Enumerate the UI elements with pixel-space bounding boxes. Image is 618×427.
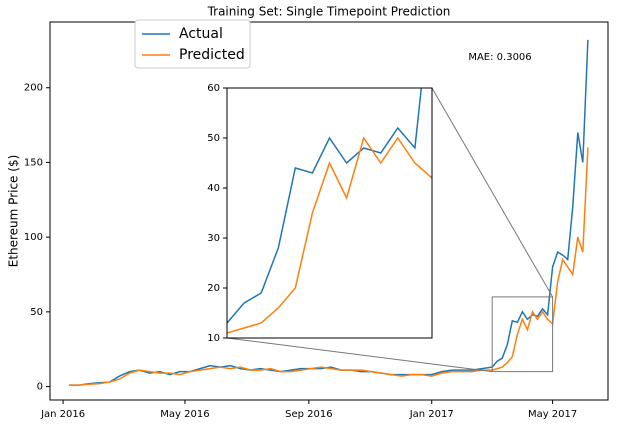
inset-frame [226, 87, 433, 339]
x-tick-label: Sep 2016 [285, 409, 332, 420]
series-group [69, 39, 589, 386]
x-tick-label: May 2017 [528, 409, 577, 420]
inset-bg [227, 88, 432, 338]
axes-frame [49, 21, 609, 401]
y-tick-label: 0 [37, 382, 43, 393]
y-tick-label: 200 [24, 83, 43, 94]
series-group [227, 88, 432, 334]
y-tick-label: 100 [24, 232, 43, 243]
chart-title: Training Set: Single Timepoint Predictio… [207, 5, 451, 19]
zoom-box [491, 296, 554, 373]
inset-y-tick-label: 40 [207, 183, 220, 194]
legend-box [134, 19, 251, 69]
legend-label: Actual [179, 26, 223, 42]
annotation: MAE: 0.3006 [468, 52, 531, 63]
connector [226, 337, 493, 373]
x-tick-label: May 2016 [160, 409, 209, 420]
series-line [69, 147, 589, 386]
inset-y-tick-label: 50 [207, 133, 220, 144]
y-tick-label: 50 [30, 307, 43, 318]
inset-y-tick-label: 60 [207, 83, 220, 94]
y-axis-label: Ethereum Price ($) [7, 155, 21, 268]
x-tick-label: Jan 2016 [40, 409, 85, 420]
inset-y-tick-label: 10 [207, 333, 220, 344]
y-tick-label: 150 [24, 157, 43, 168]
series-line [227, 88, 423, 324]
connector [431, 87, 554, 298]
x-tick-label: Jan 2017 [409, 409, 454, 420]
legend-label: Predicted [179, 47, 245, 63]
inset-y-tick-label: 30 [207, 233, 220, 244]
inset-y-tick-label: 20 [207, 283, 220, 294]
series-line [227, 136, 432, 334]
